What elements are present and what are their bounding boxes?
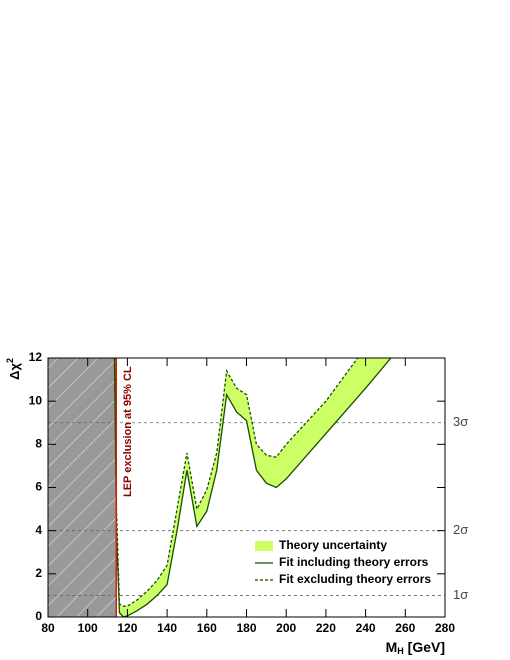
theory-band	[114, 358, 391, 617]
x-tick-label: 160	[197, 621, 217, 635]
y-label-sup: 2	[5, 358, 15, 363]
x-label-rest: [GeV]	[404, 639, 445, 655]
x-label-sub: H	[397, 646, 404, 656]
legend-label: Fit including theory errors	[279, 555, 429, 569]
x-tick-label: 200	[276, 621, 296, 635]
plot-area	[48, 358, 445, 617]
sigma-label: 3σ	[453, 414, 468, 429]
y-tick-label: 8	[35, 437, 42, 451]
x-tick-label: 280	[435, 621, 455, 635]
x-tick-label: 260	[395, 621, 415, 635]
y-tick-label: 4	[35, 523, 42, 537]
y-tick-label: 0	[35, 609, 42, 623]
x-label-main: M	[386, 639, 398, 655]
sigma-label: 2σ	[453, 522, 468, 537]
x-axis-label: MH [GeV]	[386, 639, 445, 657]
legend-label: Theory uncertainty	[279, 538, 387, 552]
x-tick-label: 140	[157, 621, 177, 635]
fit-line	[113, 358, 359, 607]
y-tick-label: 12	[29, 350, 43, 364]
y-label-main: Δχ	[7, 363, 22, 380]
x-tick-label: 180	[236, 621, 256, 635]
x-tick-label: 220	[316, 621, 336, 635]
y-axis-label: Δχ2	[5, 358, 22, 380]
legend-label: Fit excluding theory errors	[279, 572, 431, 586]
y-tick-label: 10	[29, 393, 43, 407]
exclusion-label: LEP exclusion at 95% CL	[122, 366, 134, 497]
y-tick-label: 2	[35, 566, 42, 580]
x-tick-label: 100	[78, 621, 98, 635]
y-tick-label: 6	[35, 480, 42, 494]
sigma-label: 1σ	[453, 587, 468, 602]
x-tick-label: 80	[41, 621, 55, 635]
x-tick-label: 120	[117, 621, 137, 635]
x-tick-label: 240	[356, 621, 376, 635]
excluded-hatch	[48, 358, 117, 617]
fit-line	[113, 358, 392, 617]
legend-swatch	[255, 541, 273, 551]
